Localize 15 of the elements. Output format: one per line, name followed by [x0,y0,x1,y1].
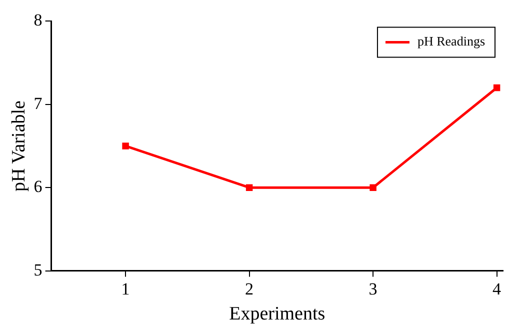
point [493,84,500,92]
x-tick-label: 1 [121,279,130,298]
y-tick-label: 8 [34,10,42,30]
y-tick-label: 7 [34,94,43,113]
y-tick-label: 6 [34,177,42,196]
x-tick-label: 2 [245,279,254,298]
point [122,142,129,150]
x-tick-label: 4 [492,279,502,298]
y-axis-title: pH Variable [8,100,30,192]
point [370,184,376,191]
legend-label: pH Readings [417,34,486,49]
x-axis-title: Experiments [229,304,326,325]
x-tick-label: 3 [368,279,378,298]
point [246,184,253,191]
y-tick-label: 5 [34,260,42,280]
